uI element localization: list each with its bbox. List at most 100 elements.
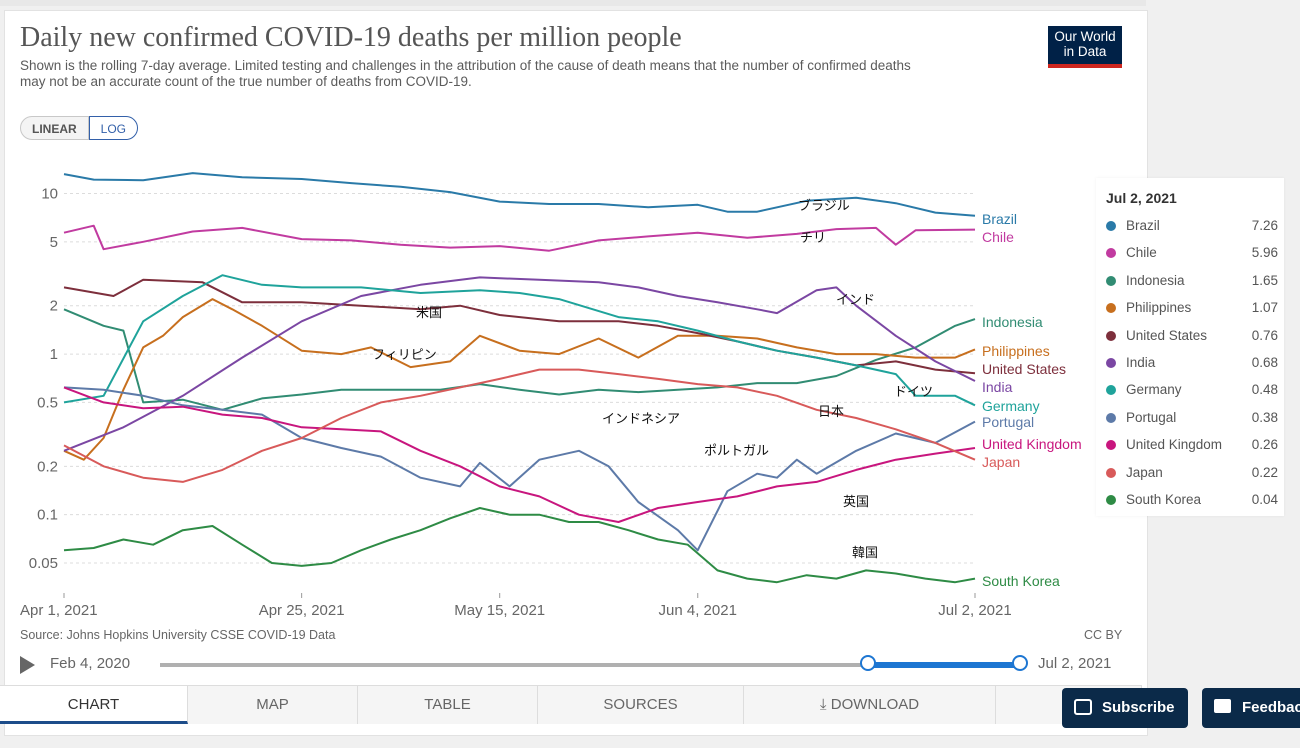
series-color-dot [1106, 275, 1116, 286]
series-color-dot [1106, 303, 1116, 314]
tooltip-series-value: 0.04 [1251, 492, 1278, 507]
series-end-label: Japan [982, 454, 1020, 470]
series-end-label: India [982, 379, 1013, 395]
series-inline-label: 日本 [818, 405, 844, 420]
tooltip-series-value: 0.76 [1251, 327, 1278, 343]
owid-logo[interactable]: Our World in Data [1048, 26, 1122, 68]
logo-line-1: Our World [1054, 29, 1116, 44]
tab-sources[interactable]: SOURCES [538, 686, 744, 724]
tab-table[interactable]: TABLE [358, 686, 538, 724]
series-line-philippines [63, 298, 976, 461]
series-color-dot [1106, 248, 1116, 259]
feedback-button[interactable]: Feedback [1202, 688, 1300, 728]
series-color-dot [1106, 412, 1116, 423]
timeline-track[interactable] [160, 663, 1020, 667]
tooltip-series-name: India [1126, 355, 1156, 370]
series-inline-label: フィリピン [372, 348, 437, 363]
y-tick-label: 0.5 [37, 394, 58, 411]
tooltip-series-name: Chile [1126, 245, 1157, 261]
tooltip-row: Philippines 1.07 [1106, 298, 1278, 318]
tooltip-series-value: 1.07 [1251, 300, 1278, 316]
series-inline-label: チリ [800, 231, 826, 246]
series-color-dot [1106, 440, 1116, 451]
series-end-label: Indonesia [982, 314, 1043, 330]
tooltip-series-name: Germany [1126, 382, 1182, 398]
series-line-portugal [63, 386, 976, 552]
tooltip-series-value: 1.65 [1251, 272, 1278, 288]
subscribe-icon [1074, 699, 1092, 715]
tab-map[interactable]: MAP [188, 686, 358, 724]
tooltip-series-name: Brazil [1126, 218, 1160, 233]
timeline-start-handle[interactable] [860, 655, 876, 671]
subscribe-button[interactable]: Subscribe [1062, 688, 1188, 728]
logo-line-2: in Data [1063, 44, 1107, 59]
series-line-united-kingdom [63, 386, 976, 523]
tooltip-series-name: South Korea [1126, 492, 1202, 507]
series-inline-label: ブラジル [798, 198, 850, 214]
series-color-dot [1106, 358, 1116, 368]
feedback-label: Feedback [1242, 699, 1300, 716]
series-end-label: Chile [982, 229, 1014, 245]
tooltip-series-name: United States [1126, 327, 1208, 343]
timeline-selected-range [864, 662, 1018, 668]
tooltip-row: Indonesia 1.65 [1106, 271, 1278, 291]
series-color-dot [1106, 330, 1116, 341]
x-tick-label: Apr 25, 2021 [259, 602, 345, 619]
tooltip-row: Germany 0.48 [1106, 380, 1278, 400]
x-tick-label: May 15, 2021 [454, 602, 545, 619]
tooltip-row: United States 0.76 [1106, 326, 1278, 346]
y-tick-label: 0.05 [29, 555, 58, 572]
series-end-label: South Korea [982, 573, 1060, 589]
tab-download[interactable]: ⤓ DOWNLOAD [744, 686, 996, 724]
tooltip-row: Japan 0.22 [1106, 463, 1278, 483]
license-link[interactable]: CC BY [1084, 628, 1123, 642]
tooltip-row: Portugal 0.38 [1106, 408, 1278, 428]
y-tick-label: 0.2 [37, 458, 58, 475]
tab-download-label: DOWNLOAD [830, 696, 920, 713]
series-color-dot [1106, 495, 1116, 505]
series-color-dot [1106, 221, 1116, 231]
series-line-chile [63, 224, 976, 252]
y-tick-label: 10 [41, 185, 58, 202]
series-end-label: Germany [982, 398, 1040, 414]
series-inline-label: ポルトガル [704, 444, 769, 459]
series-inline-label: 韓国 [852, 546, 878, 561]
series-color-dot [1106, 385, 1116, 396]
timeline-end-handle[interactable] [1012, 655, 1028, 671]
chart-title: Daily new confirmed COVID-19 deaths per … [20, 22, 682, 53]
series-inline-label: 英国 [843, 495, 869, 510]
source-note[interactable]: Source: Johns Hopkins University CSSE CO… [20, 628, 336, 642]
y-tick-label: 1 [50, 346, 58, 363]
series-inline-label: 米国 [416, 306, 442, 321]
tab-chart[interactable]: CHART [0, 686, 188, 724]
top-strip [0, 0, 1146, 6]
series-line-germany [63, 274, 976, 407]
series-inline-label: インド [836, 293, 875, 308]
tooltip-series-name: Indonesia [1126, 272, 1185, 288]
tab-bar: CHART MAP TABLE SOURCES ⤓ DOWNLOAD [0, 685, 1142, 724]
scale-toggle: LINEAR LOG [20, 116, 139, 140]
series-end-label: United States [982, 361, 1066, 377]
y-tick-label: 5 [50, 234, 58, 251]
tooltip-series-name: Portugal [1126, 409, 1177, 425]
series-end-label: Portugal [982, 414, 1034, 430]
tooltip-series-value: 0.38 [1251, 409, 1278, 425]
tooltip-row: United Kingdom 0.26 [1106, 435, 1278, 455]
tooltip-series-value: 7.26 [1251, 218, 1278, 233]
timeline-start-date: Feb 4, 2020 [50, 655, 131, 672]
tooltip-row: South Korea 0.04 [1106, 490, 1278, 510]
tooltip-date: Jul 2, 2021 [1106, 190, 1177, 206]
series-end-label: Brazil [982, 211, 1017, 227]
play-icon[interactable] [20, 656, 35, 674]
tooltip-series-name: Japan [1126, 464, 1163, 480]
log-scale-button[interactable]: LOG [88, 116, 139, 140]
series-line-indonesia [63, 308, 976, 411]
tooltip-row: Chile 5.96 [1106, 243, 1278, 263]
tooltip-row: India 0.68 [1106, 353, 1278, 373]
feedback-icon [1214, 699, 1231, 713]
chart-subtitle: Shown is the rolling 7-day average. Limi… [20, 58, 911, 89]
linear-scale-button[interactable]: LINEAR [20, 116, 89, 140]
timeline-end-date: Jul 2, 2021 [1038, 655, 1112, 672]
subscribe-label: Subscribe [1102, 699, 1175, 716]
